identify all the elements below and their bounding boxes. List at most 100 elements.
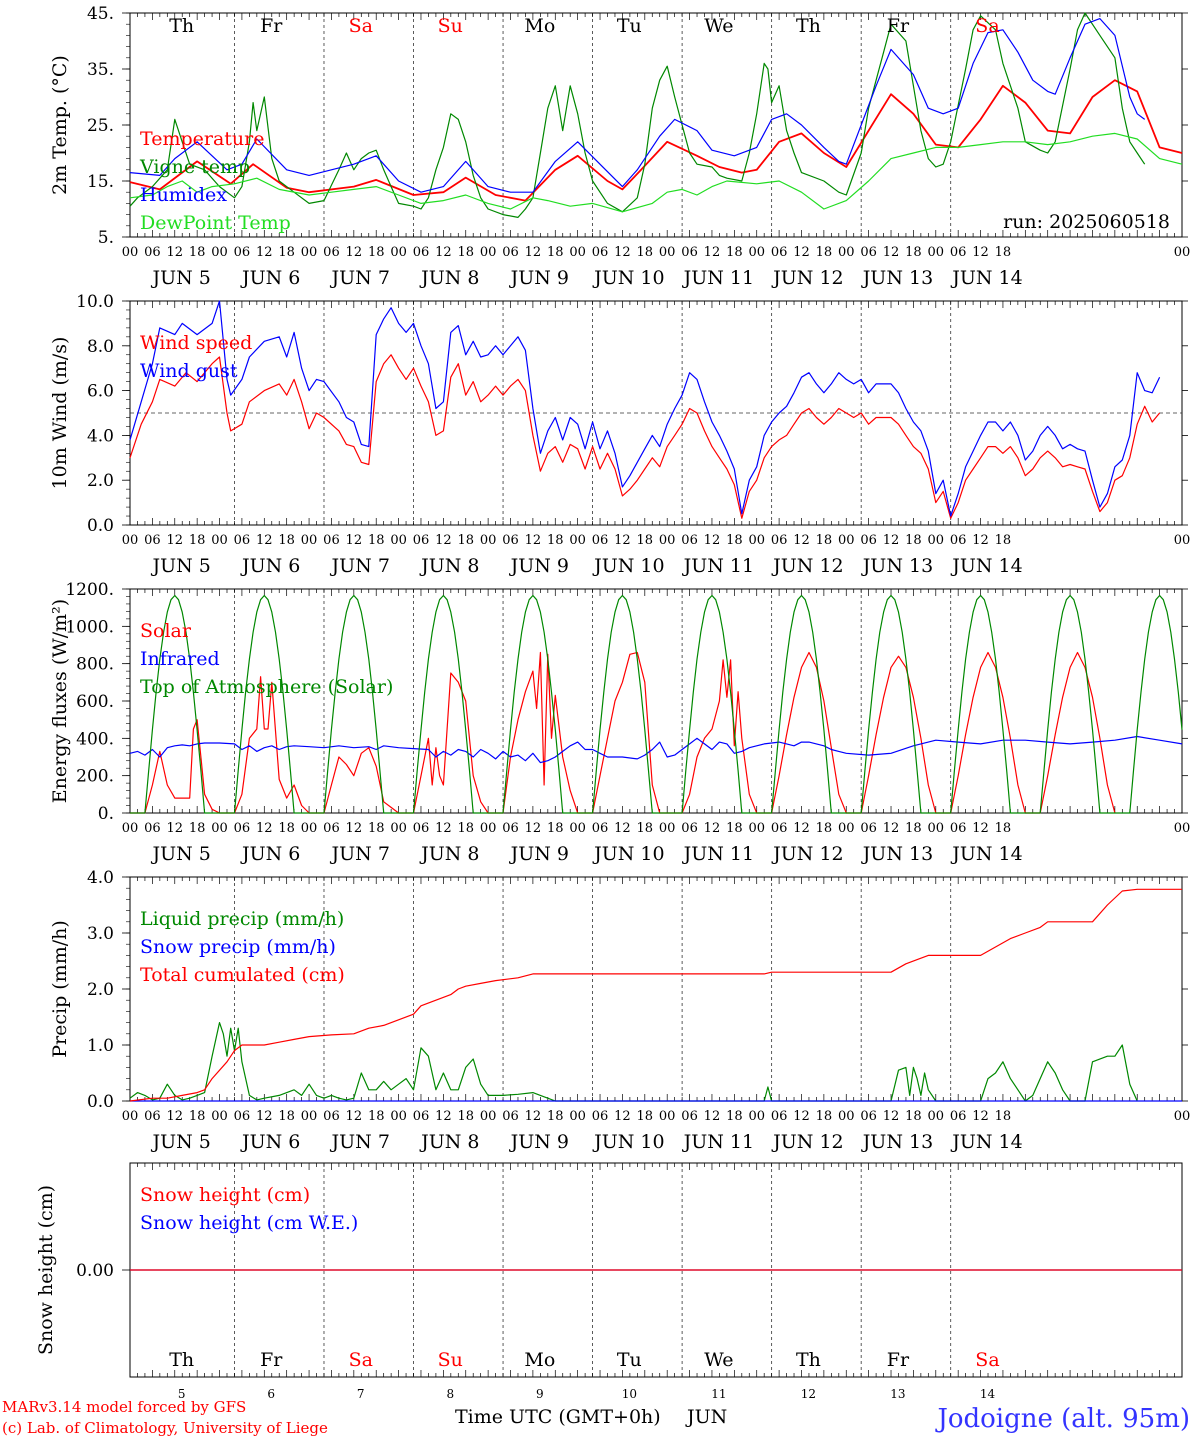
series-wind-speed	[129, 354, 1161, 519]
y-tick-label: 1000.	[65, 617, 114, 637]
hour-tick-label: 00	[748, 245, 765, 260]
hour-tick-label: 06	[502, 1109, 519, 1124]
y-tick-label: 800.	[76, 655, 114, 675]
hour-tick-label: 12	[972, 1109, 989, 1124]
hour-tick-label: 12	[256, 245, 273, 260]
hour-tick-label: 06	[323, 821, 340, 836]
hour-tick-label: 06	[860, 533, 877, 548]
hour-tick-label: 00	[211, 821, 228, 836]
day-name-label: Tu	[617, 1349, 642, 1371]
day-name-label: Sa	[975, 15, 999, 37]
hour-tick-label: 06	[950, 533, 967, 548]
panel-2: 0. 200. 400. 600. 800. 1000. 1200.Energy fluxe…	[49, 580, 1190, 865]
legend-total-cumulated-cm-: Total cumulated (cm)	[140, 964, 345, 986]
legend-humidex: Humidex	[140, 184, 227, 206]
hour-tick-label: 06	[502, 533, 519, 548]
hour-tick-label: 06	[323, 1109, 340, 1124]
hour-tick-label: 18	[457, 1109, 474, 1124]
hour-tick-label: 18	[278, 533, 295, 548]
hour-tick-label: 12	[346, 1109, 363, 1124]
hour-tick-label: 12	[704, 1109, 721, 1124]
hour-tick-label: 12	[704, 821, 721, 836]
day-name-label: Sa	[349, 15, 373, 37]
hour-tick-label: 06	[771, 1109, 788, 1124]
hour-tick-label: 12	[793, 245, 810, 260]
day-number-label: 9	[536, 1387, 544, 1401]
hour-tick-label: 12	[346, 821, 363, 836]
hour-tick-label: 18	[368, 245, 385, 260]
hour-tick-label: 06	[234, 245, 251, 260]
date-label: JUN 10	[592, 843, 664, 865]
date-label: JUN 12	[771, 267, 843, 289]
hour-tick-label: 00	[928, 245, 945, 260]
y-tick-label: 4.0	[87, 868, 114, 888]
hour-tick-label: 00	[122, 245, 139, 260]
hour-tick-label: 18	[278, 245, 295, 260]
hour-tick-label: 00	[211, 533, 228, 548]
hour-tick-label: 00	[569, 533, 586, 548]
legend-dewpoint-temp: DewPoint Temp	[140, 212, 291, 234]
hour-tick-label: 18	[457, 821, 474, 836]
y-axis-title: 10m Wind (m/s)	[49, 337, 71, 490]
y-tick-label: 8.0	[87, 337, 114, 357]
hour-tick-label: 12	[256, 1109, 273, 1124]
date-label: JUN 11	[682, 555, 754, 577]
y-tick-label: 400.	[76, 729, 114, 749]
series-dewpoint-temp	[129, 132, 1183, 213]
hour-tick-label: 12	[525, 245, 542, 260]
hour-tick-label: 12	[166, 821, 183, 836]
day-number-label: 10	[622, 1387, 637, 1401]
date-label: JUN 8	[419, 1131, 479, 1153]
date-label: JUN 7	[330, 555, 390, 577]
day-number-label: 13	[890, 1387, 905, 1401]
hour-tick-label: 06	[681, 821, 698, 836]
legend-infrared: Infrared	[140, 648, 220, 670]
y-tick-label: 4.0	[87, 426, 114, 446]
hour-tick-label: 06	[950, 821, 967, 836]
hour-tick-label: 18	[547, 245, 564, 260]
hour-tick-label: 18	[637, 245, 654, 260]
hour-tick-label: 06	[771, 533, 788, 548]
hour-tick-label: 00	[928, 1109, 945, 1124]
hour-tick-label: 00	[480, 821, 497, 836]
date-label: JUN 13	[861, 555, 933, 577]
hour-tick-label: 12	[793, 1109, 810, 1124]
hour-tick-label: 18	[457, 533, 474, 548]
y-axis-title: Energy fluxes (W/m²)	[49, 599, 71, 803]
hour-tick-label: 06	[592, 821, 609, 836]
date-label: JUN 8	[419, 267, 479, 289]
hour-tick-label: 18	[726, 1109, 743, 1124]
legend-vigne-temp: Vigne temp	[139, 156, 250, 178]
hour-tick-label: 00	[1174, 245, 1191, 260]
hour-tick-label: 06	[502, 821, 519, 836]
hour-tick-label: 06	[144, 1109, 161, 1124]
hour-tick-label: 12	[704, 533, 721, 548]
hour-tick-label: 00	[211, 245, 228, 260]
day-number-label: 7	[357, 1387, 365, 1401]
hour-tick-label: 06	[592, 245, 609, 260]
hour-tick-label: 18	[905, 821, 922, 836]
hour-tick-label: 18	[816, 245, 833, 260]
hour-tick-label: 00	[1174, 1109, 1191, 1124]
day-number-label: 11	[711, 1387, 726, 1401]
hour-tick-label: 18	[189, 1109, 206, 1124]
hour-tick-label: 06	[950, 245, 967, 260]
day-name-label: Mo	[524, 1349, 555, 1371]
hour-tick-label: 00	[122, 533, 139, 548]
y-tick-label: 2.0	[87, 471, 114, 491]
hour-tick-label: 18	[547, 821, 564, 836]
footer-credit-line1: MARv3.14 model forced by GFS	[2, 1398, 246, 1416]
hour-tick-label: 06	[681, 1109, 698, 1124]
date-label: JUN 8	[419, 555, 479, 577]
hour-tick-label: 06	[950, 1109, 967, 1124]
series-wind-gust	[129, 300, 1161, 517]
hour-tick-label: 12	[435, 821, 452, 836]
hour-tick-label: 00	[390, 1109, 407, 1124]
date-label: JUN 13	[861, 843, 933, 865]
hour-tick-label: 18	[189, 533, 206, 548]
hour-tick-label: 12	[525, 533, 542, 548]
y-tick-label: 0.0	[87, 1092, 114, 1112]
legend-top-of-atmosphere-solar-: Top of Atmosphere (Solar)	[140, 676, 393, 698]
hour-tick-label: 12	[435, 245, 452, 260]
